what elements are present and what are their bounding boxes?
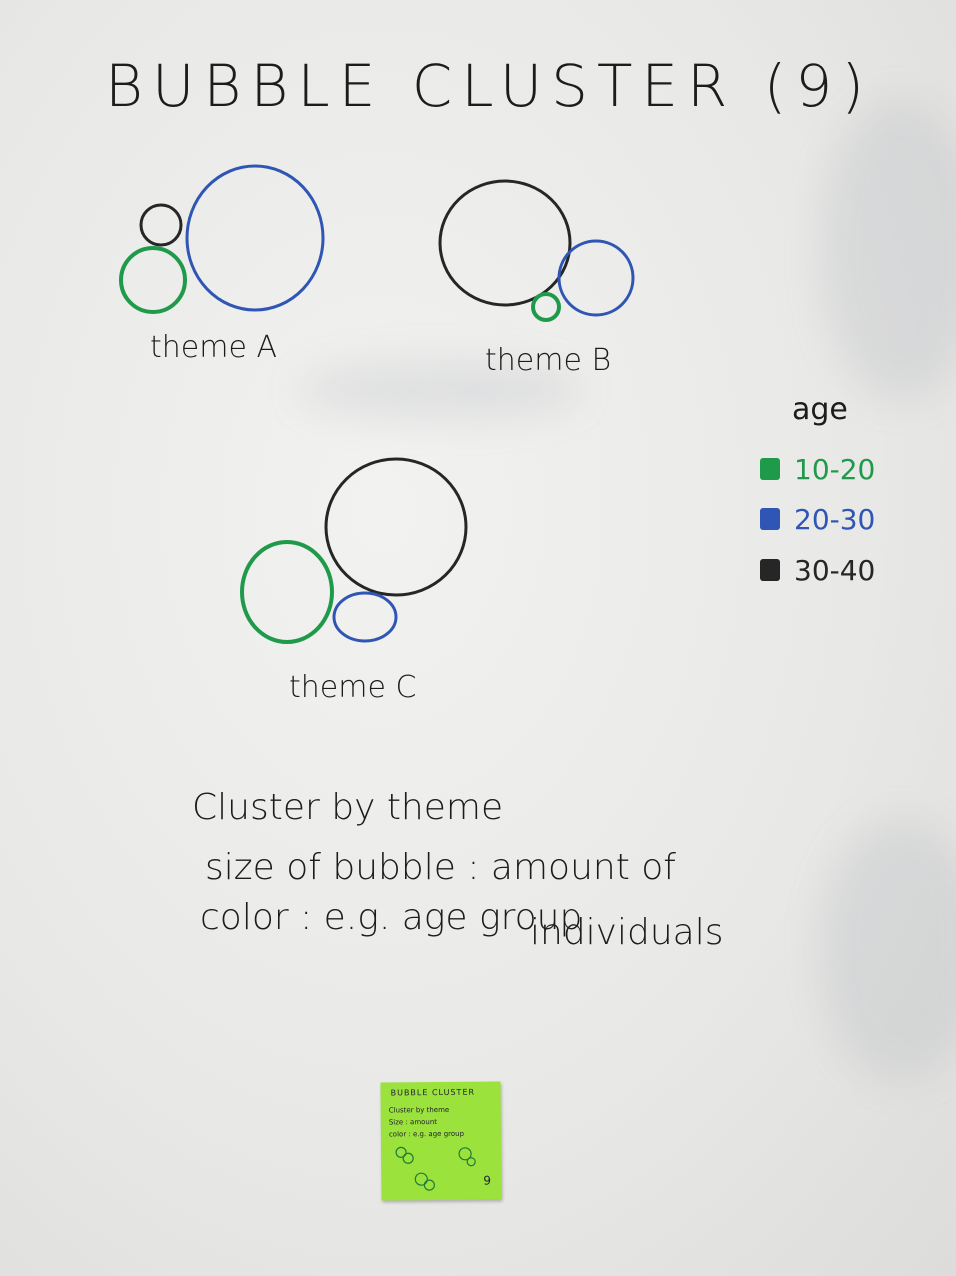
cluster-theme-b <box>438 179 635 322</box>
legend-item-10-20: 10-20 <box>760 452 876 486</box>
legend-item-20-30: 20-30 <box>760 502 876 536</box>
theme-b-label: theme B <box>485 343 612 378</box>
legend-swatch-blue <box>760 508 780 530</box>
bubble-a-30-40 <box>139 203 183 247</box>
legend-label: 30-40 <box>794 553 876 587</box>
legend-swatch-black <box>760 559 780 581</box>
smudge <box>300 360 580 420</box>
diagram-title: BUBBLE CLUSTER (9) <box>105 52 873 120</box>
legend-item-30-40: 30-40 <box>760 553 876 587</box>
sticky-sketch <box>395 1146 476 1191</box>
legend-swatch-green <box>760 458 780 480</box>
legend-title: age <box>792 392 848 427</box>
theme-c-label: theme C <box>289 670 417 705</box>
bubble-a-10-20 <box>119 246 187 314</box>
bubble-b-20-30 <box>557 239 635 317</box>
bubble-c-30-40 <box>324 457 468 597</box>
note-line-4: color : e.g. age group <box>200 897 583 938</box>
bubble-a-20-30 <box>185 164 325 312</box>
sticky-page-number: 9 <box>483 1173 492 1188</box>
note-line-2: size of bubble : amount of <box>205 847 676 888</box>
theme-a-label: theme A <box>150 330 277 365</box>
sticky-note[interactable]: BUBBLE CLUSTER Cluster by theme Size : a… <box>380 1081 502 1201</box>
legend-label: 10-20 <box>794 452 876 486</box>
smudge <box>820 820 956 1080</box>
bubble-b-10-20 <box>531 292 561 322</box>
note-line-3: individuals <box>530 912 724 953</box>
smudge <box>820 100 956 400</box>
note-line-1: Cluster by theme <box>192 787 504 828</box>
legend-label: 20-30 <box>794 502 876 536</box>
bubble-c-20-30 <box>332 591 398 643</box>
cluster-theme-a <box>119 164 325 314</box>
bubble-c-10-20 <box>240 540 334 644</box>
cluster-theme-c <box>240 457 468 644</box>
bubble-b-30-40 <box>438 179 572 307</box>
